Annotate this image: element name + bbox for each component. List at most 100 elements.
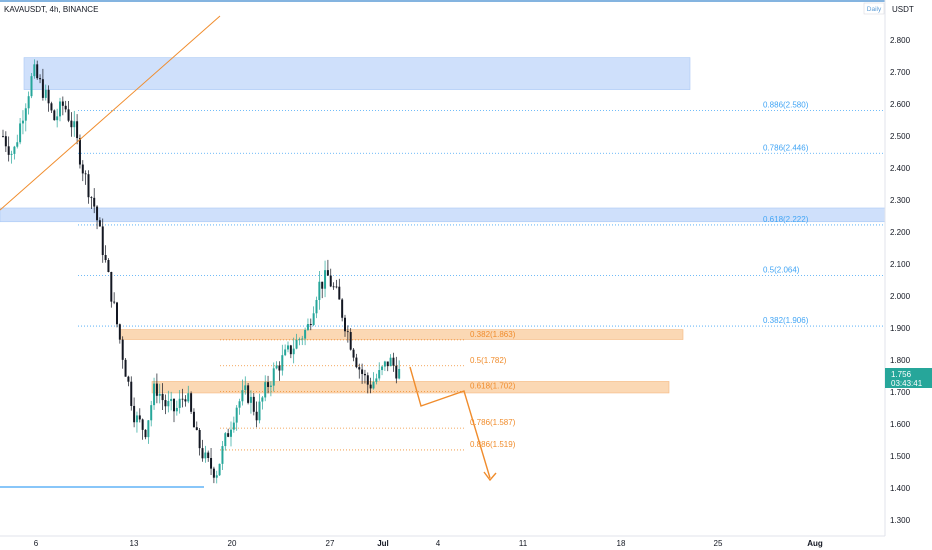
candle bbox=[158, 383, 161, 404]
candle-body bbox=[247, 385, 250, 403]
candle-body bbox=[264, 382, 267, 398]
x-tick-label: Aug bbox=[807, 539, 823, 548]
candle-body bbox=[81, 164, 84, 174]
candle-body bbox=[118, 324, 121, 340]
candle bbox=[315, 296, 318, 319]
candle bbox=[192, 408, 195, 428]
candle-body bbox=[138, 415, 141, 420]
candle-body bbox=[398, 368, 401, 379]
candle-body bbox=[267, 382, 270, 387]
candle bbox=[21, 110, 24, 135]
candle bbox=[19, 117, 22, 145]
candle bbox=[383, 360, 386, 372]
candle-body bbox=[261, 397, 264, 402]
candle bbox=[324, 260, 327, 298]
candle-body bbox=[73, 121, 76, 128]
candle bbox=[130, 376, 133, 411]
candle bbox=[76, 114, 79, 145]
candle-body bbox=[192, 411, 195, 428]
candle-body bbox=[366, 375, 369, 385]
candle-body bbox=[153, 383, 156, 406]
candle-body bbox=[124, 359, 127, 377]
candle bbox=[230, 421, 232, 447]
candle-body bbox=[170, 398, 173, 402]
axis-settings-corner[interactable] bbox=[885, 536, 932, 550]
price-axis[interactable]: USDT 2.800 2.700 2.600 2.500 2.400 2.300 2.200… bbox=[884, 0, 932, 536]
candle-body bbox=[295, 339, 298, 349]
candle bbox=[235, 405, 238, 431]
candle bbox=[258, 393, 261, 424]
candle bbox=[304, 327, 307, 346]
y-tick-label: 2.700 bbox=[890, 68, 911, 77]
candle-body bbox=[298, 339, 301, 341]
candle bbox=[170, 391, 173, 411]
x-tick-label: 13 bbox=[130, 539, 139, 548]
candle bbox=[7, 136, 10, 162]
candle-body bbox=[133, 405, 136, 423]
candle bbox=[24, 103, 27, 132]
interval-badge[interactable]: Daily bbox=[863, 2, 885, 15]
candle bbox=[321, 281, 324, 299]
candle-body bbox=[281, 355, 284, 371]
candle-body bbox=[329, 275, 332, 287]
candle-body bbox=[315, 299, 318, 314]
candle bbox=[201, 439, 204, 462]
candle bbox=[361, 363, 364, 384]
candle-body bbox=[395, 365, 398, 379]
candle bbox=[249, 390, 252, 414]
candle bbox=[47, 85, 50, 112]
candle-body bbox=[10, 153, 13, 155]
candle bbox=[4, 131, 7, 152]
x-tick-label: 18 bbox=[617, 539, 626, 548]
fib-blue-label: 0.5(2.064) bbox=[763, 266, 800, 275]
y-tick-label: 2.000 bbox=[890, 292, 911, 301]
candle-body bbox=[59, 101, 61, 117]
candle-body bbox=[93, 197, 96, 207]
time-axis[interactable]: 6 13 20 27 Jul 4 11 18 25 Aug bbox=[0, 535, 932, 550]
candle-body bbox=[346, 331, 349, 333]
candle bbox=[398, 360, 401, 380]
candle bbox=[255, 401, 258, 428]
candle bbox=[50, 101, 53, 113]
candle bbox=[312, 306, 315, 327]
candle bbox=[133, 397, 136, 428]
current-price-value: 1.756 bbox=[891, 370, 912, 379]
candle bbox=[110, 271, 113, 308]
x-tick-label: 27 bbox=[326, 539, 335, 548]
candle bbox=[386, 361, 389, 372]
fib-orange-label: 0.886(1.519) bbox=[470, 440, 516, 449]
candle-body bbox=[210, 457, 213, 469]
candle-body bbox=[304, 329, 307, 339]
y-tick-label: 2.500 bbox=[890, 132, 911, 141]
candle-body bbox=[44, 89, 47, 98]
candle bbox=[44, 84, 47, 101]
candle-body bbox=[258, 401, 261, 421]
candle-body bbox=[244, 385, 247, 391]
candle bbox=[247, 383, 250, 405]
candle bbox=[138, 408, 141, 423]
candle-body bbox=[16, 142, 19, 147]
candle bbox=[318, 270, 321, 310]
candle bbox=[295, 333, 298, 350]
candle-body bbox=[352, 349, 355, 358]
candle-body bbox=[181, 398, 184, 400]
y-tick-labels: 2.800 2.700 2.600 2.500 2.400 2.300 2.200 2.100… bbox=[890, 36, 911, 525]
candle-body bbox=[76, 121, 79, 139]
candle-body bbox=[287, 345, 289, 350]
candle bbox=[366, 372, 369, 394]
candle-body bbox=[389, 357, 392, 367]
candle-body bbox=[312, 313, 315, 326]
candle bbox=[389, 354, 392, 367]
candle bbox=[215, 470, 218, 484]
candle-body bbox=[309, 324, 312, 326]
projection-path bbox=[409, 366, 491, 479]
candle bbox=[144, 429, 147, 440]
candle bbox=[264, 375, 267, 402]
candle-body bbox=[13, 146, 16, 154]
candle bbox=[275, 361, 278, 370]
x-tick-label: 25 bbox=[714, 539, 723, 548]
candle bbox=[355, 353, 358, 369]
candle bbox=[224, 431, 227, 451]
x-tick-label: 20 bbox=[228, 539, 237, 548]
